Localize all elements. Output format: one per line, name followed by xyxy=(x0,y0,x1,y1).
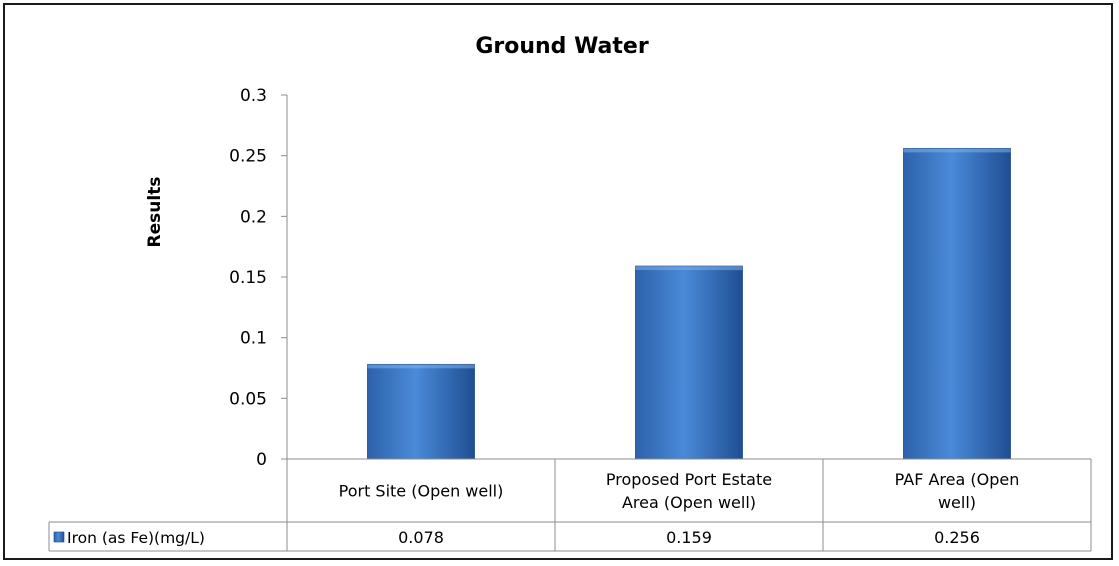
y-tick-label: 0 xyxy=(256,450,267,470)
category-label: PAF Area (Open xyxy=(895,470,1020,489)
y-axis-ticks: 0 0.05 0.1 0.15 0.2 0.25 0.3 xyxy=(229,86,288,470)
y-tick-label: 0.05 xyxy=(229,389,267,409)
legend-key xyxy=(53,531,65,543)
value-label: 0.078 xyxy=(398,528,444,547)
y-tick-label: 0.1 xyxy=(240,329,267,349)
y-tick-label: 0.2 xyxy=(240,207,267,227)
y-tick-label: 0.25 xyxy=(229,147,267,167)
bar xyxy=(635,265,743,460)
data-table: Port Site (Open well) Proposed Port Estat… xyxy=(48,458,1092,552)
bar xyxy=(903,147,1011,460)
bar-highlight xyxy=(903,148,1011,153)
bar-highlight xyxy=(367,364,475,369)
value-label: 0.159 xyxy=(666,528,712,547)
category-label: Port Site (Open well) xyxy=(339,482,504,501)
category-label: Proposed Port Estate xyxy=(606,470,772,489)
y-axis-label: Results xyxy=(145,177,165,248)
category-label: Area (Open well) xyxy=(622,493,756,512)
y-tick-label: 0.3 xyxy=(240,86,267,106)
y-tick-label: 0.15 xyxy=(229,268,267,288)
value-label: 0.256 xyxy=(934,528,980,547)
bar-highlight xyxy=(635,266,743,271)
chart-title: Ground Water xyxy=(475,34,649,59)
bar xyxy=(367,363,475,460)
category-label: well) xyxy=(938,493,976,512)
bars xyxy=(367,147,1011,460)
legend-series-name: Iron (as Fe)(mg/L) xyxy=(67,529,205,547)
